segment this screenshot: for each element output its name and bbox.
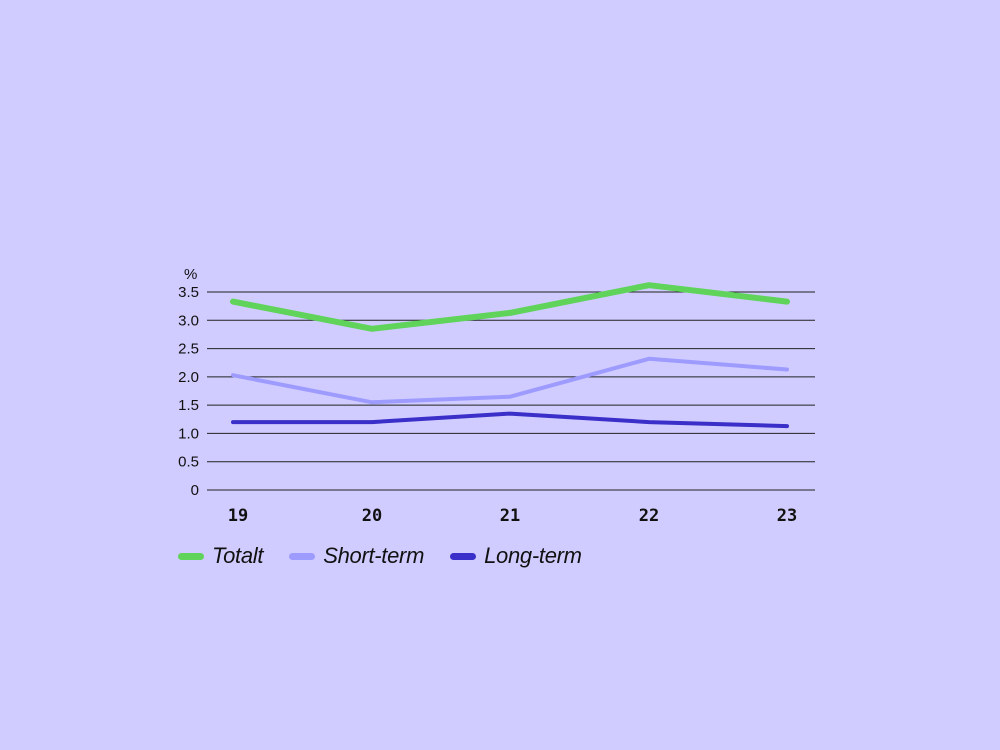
x-axis-ticks: 19 20 21 22 23 [228,506,797,526]
gridlines [207,291,815,491]
y-tick-label: 0.5 [178,454,199,471]
legend-item-long-term: Long-term [450,543,582,569]
legend-swatch-long-term [450,552,477,560]
legend-swatch-short-term [289,552,316,560]
y-tick-label: 1.5 [178,397,199,414]
legend-swatch-totalt [178,552,204,560]
x-tick-label: 23 [777,506,797,526]
y-tick-label: 3.0 [178,312,199,329]
x-tick-label: 21 [500,506,520,526]
y-tick-label: 1.0 [178,425,199,442]
y-tick-label: 2.5 [178,341,199,358]
series-lines [230,282,790,429]
legend-item-totalt: Totalt [178,543,264,569]
legend-item-short-term: Short-term [289,543,424,569]
y-axis-unit-label: % [184,266,197,283]
y-tick-label: 0 [191,482,199,499]
series-line-short-term [231,356,789,405]
x-tick-label: 19 [228,506,248,526]
legend: Totalt Short-term Long-term [178,543,608,569]
y-axis-ticks: 0 0.5 1.0 1.5 2.0 2.5 3.0 3.5 [178,284,199,499]
legend-label-long-term: Long-term [484,543,582,568]
y-tick-label: 2.0 [178,369,199,386]
series-line-long-term [231,411,789,429]
x-tick-label: 22 [639,506,659,526]
legend-label-totalt: Totalt [212,543,264,568]
x-tick-label: 20 [362,506,382,526]
y-tick-label: 3.5 [178,284,199,301]
legend-label-short-term: Short-term [323,543,425,568]
series-line-totalt [230,282,790,332]
